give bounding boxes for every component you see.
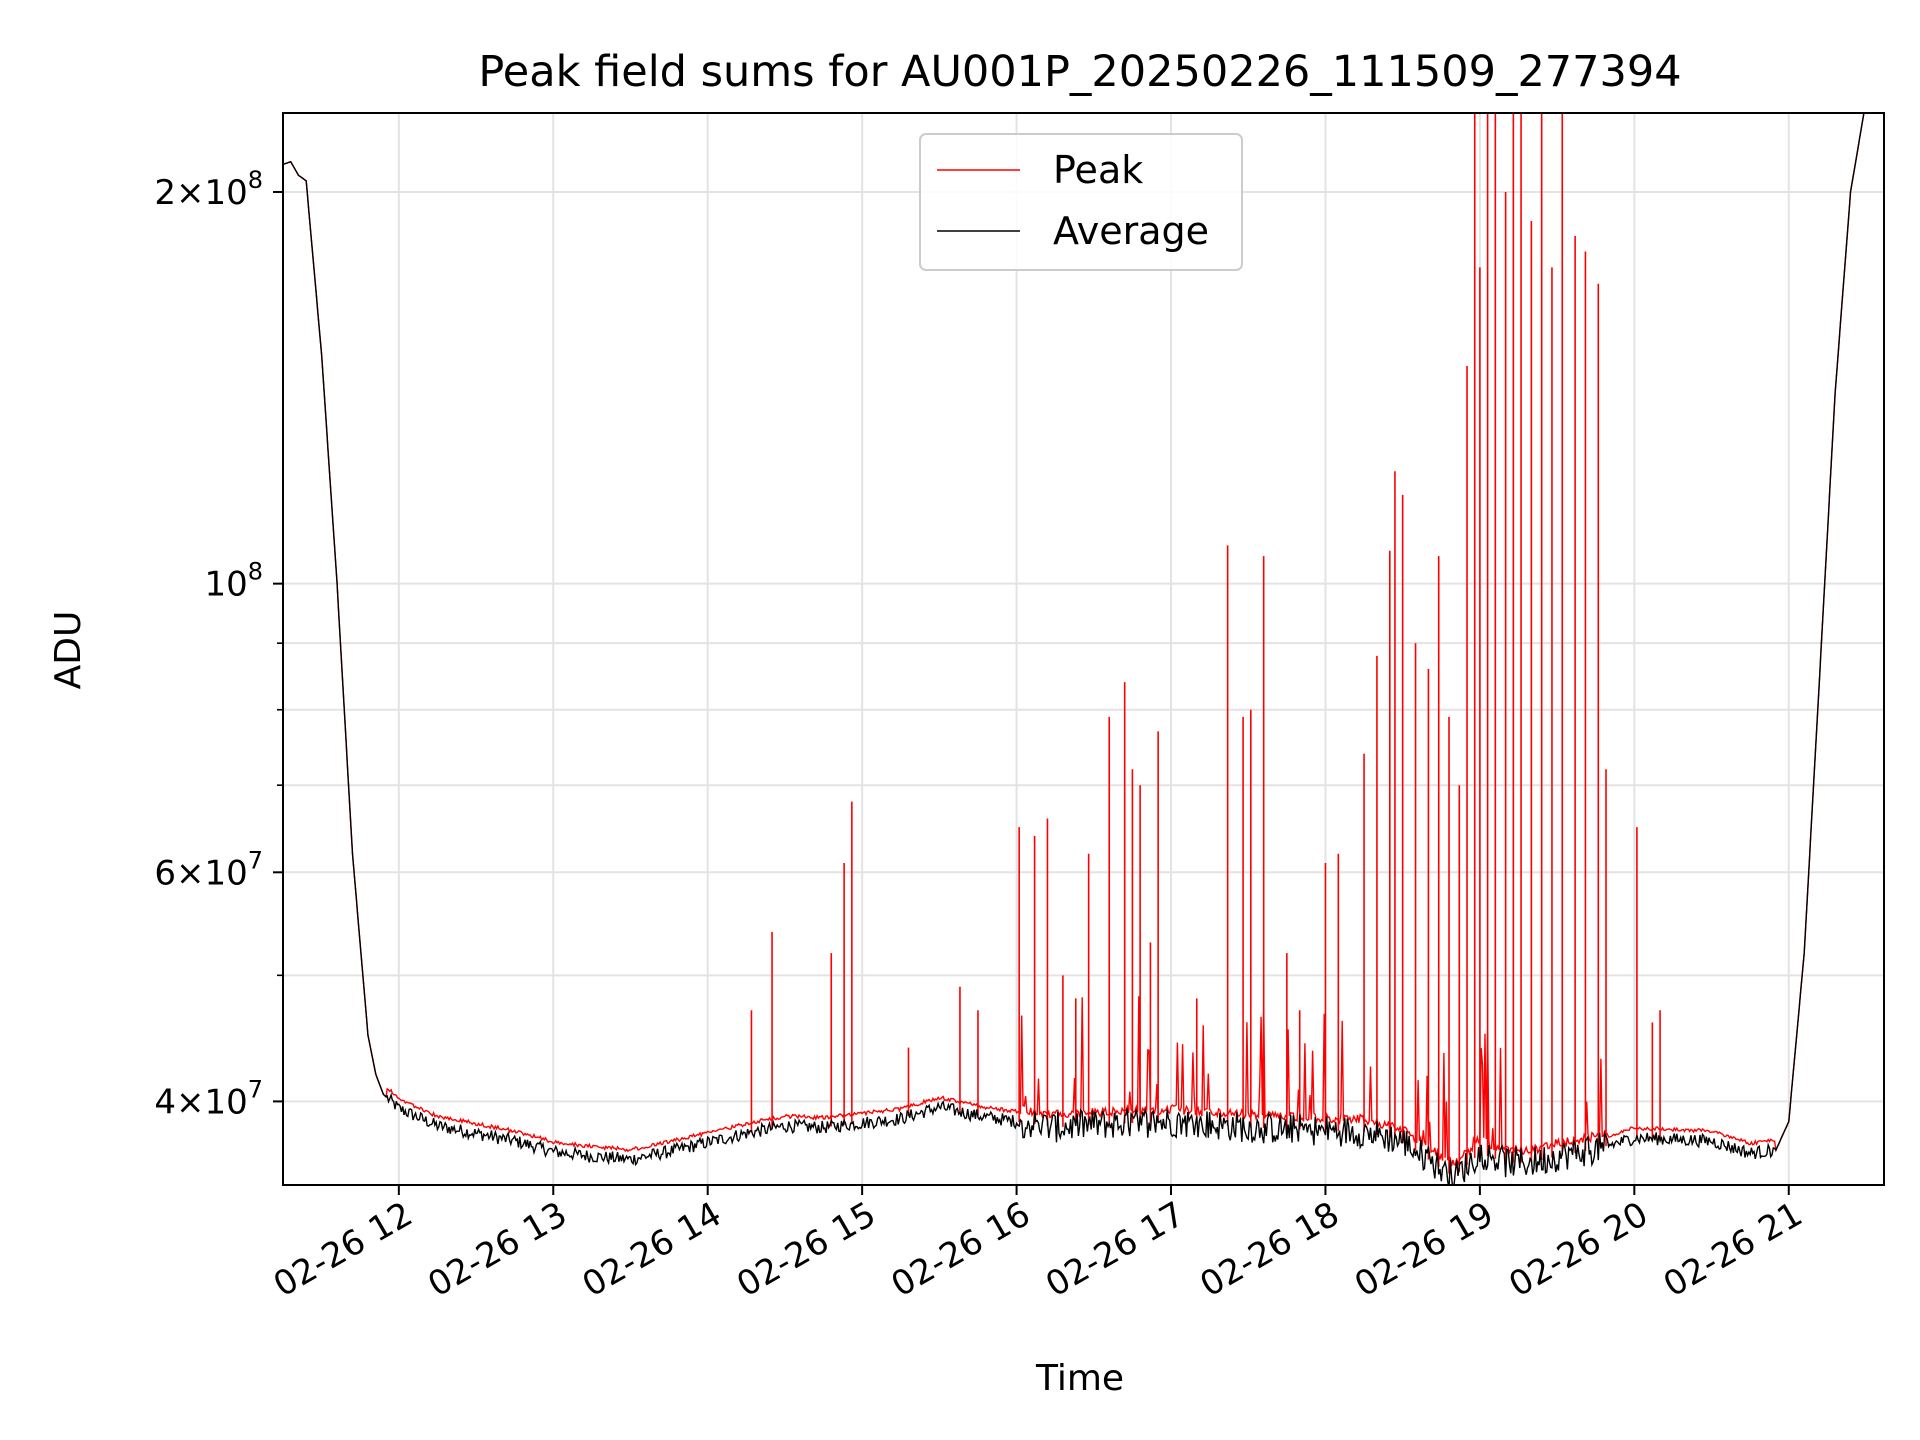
y-axis-label: ADU: [48, 611, 89, 690]
y-tick-label: 108: [204, 558, 263, 605]
y-axis: 4×107 6×107 108 2×108: [154, 166, 283, 1122]
y-tick-label: 4×107: [154, 1075, 263, 1122]
plot-area: [283, 113, 1865, 1185]
y-tick-label: 6×107: [154, 846, 263, 893]
legend-box: [919, 133, 1243, 271]
x-axis-label: Time: [1035, 1358, 1124, 1399]
peak-series: [283, 113, 1865, 1174]
y-tick-label: 2×108: [154, 166, 263, 213]
chart-title: Peak field sums for AU001P_20250226_1115…: [478, 47, 1681, 97]
legend: Peak Average: [919, 133, 1243, 271]
legend-label-average: Average: [1053, 209, 1209, 253]
legend-label-peak: Peak: [1053, 148, 1143, 192]
average-line: [283, 113, 1865, 1185]
average-series: [283, 113, 1865, 1185]
plot-frame: [282, 112, 1885, 1186]
peak-line: [283, 113, 1865, 1167]
